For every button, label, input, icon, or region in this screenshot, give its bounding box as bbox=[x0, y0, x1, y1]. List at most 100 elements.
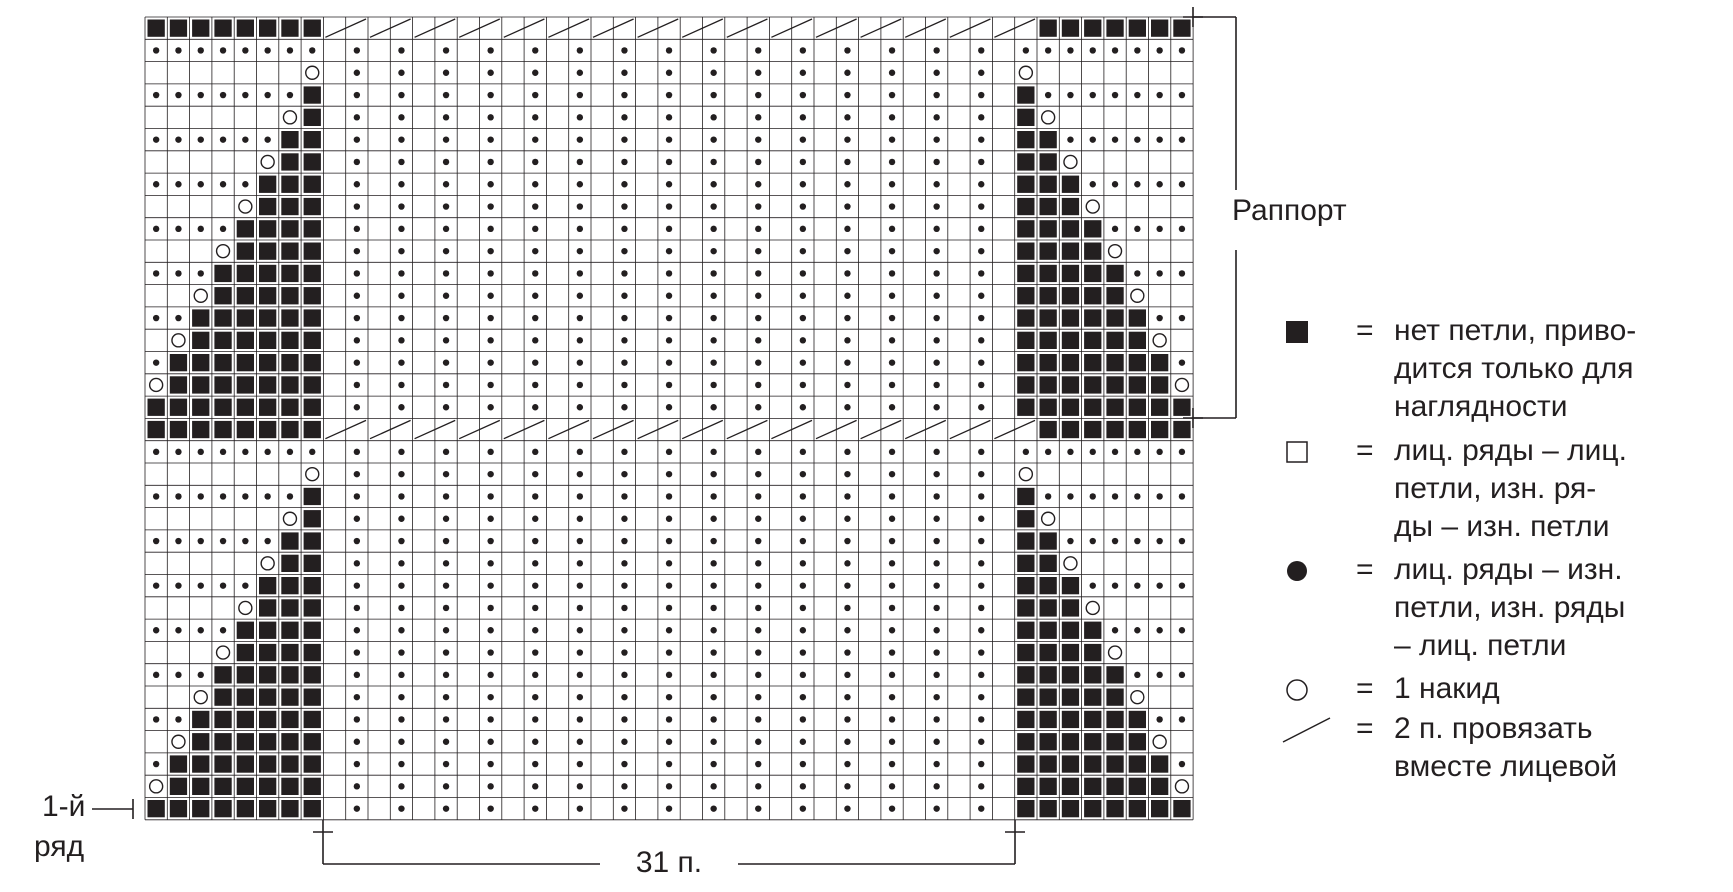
no-stitch bbox=[1128, 710, 1146, 729]
purl bbox=[799, 247, 807, 255]
purl bbox=[933, 247, 940, 255]
purl bbox=[576, 760, 584, 768]
purl bbox=[152, 448, 160, 456]
purl bbox=[442, 225, 450, 233]
purl bbox=[888, 337, 896, 344]
purl bbox=[242, 582, 249, 589]
purl bbox=[487, 582, 494, 589]
no-stitch bbox=[236, 800, 254, 818]
purl bbox=[1178, 760, 1186, 768]
purl bbox=[933, 515, 940, 522]
purl bbox=[755, 582, 762, 589]
purl bbox=[710, 560, 717, 567]
no-stitch bbox=[1061, 420, 1080, 439]
purl bbox=[621, 114, 628, 121]
purl bbox=[978, 181, 985, 188]
no-stitch bbox=[1084, 354, 1102, 372]
no-stitch bbox=[1151, 19, 1169, 37]
no-stitch bbox=[169, 376, 188, 394]
no-stitch bbox=[1061, 220, 1080, 238]
no-stitch bbox=[236, 643, 254, 662]
purl bbox=[353, 805, 361, 812]
purl bbox=[1111, 582, 1119, 589]
k2tog bbox=[458, 419, 501, 440]
purl bbox=[799, 314, 807, 322]
purl bbox=[219, 181, 227, 188]
purl bbox=[1178, 627, 1186, 634]
purl bbox=[799, 136, 807, 143]
purl bbox=[242, 181, 249, 188]
k2tog bbox=[325, 18, 367, 38]
purl bbox=[353, 47, 361, 54]
no-stitch bbox=[1017, 309, 1035, 327]
no-stitch bbox=[281, 153, 299, 171]
purl bbox=[576, 693, 584, 701]
purl bbox=[1089, 136, 1096, 143]
purl bbox=[576, 359, 584, 366]
purl bbox=[532, 560, 539, 567]
purl bbox=[755, 560, 762, 567]
no-stitch bbox=[1017, 510, 1035, 528]
purl bbox=[487, 69, 494, 76]
purl bbox=[933, 91, 940, 99]
legend-separator: = bbox=[1356, 314, 1374, 347]
purl bbox=[755, 337, 762, 344]
purl bbox=[710, 359, 717, 366]
purl bbox=[844, 783, 851, 790]
purl bbox=[353, 404, 361, 411]
purl bbox=[978, 760, 985, 768]
purl bbox=[978, 314, 985, 322]
no-stitch bbox=[303, 420, 321, 439]
purl bbox=[152, 225, 160, 233]
purl bbox=[1111, 537, 1119, 545]
purl bbox=[978, 69, 985, 76]
no-stitch bbox=[1017, 175, 1035, 193]
purl bbox=[353, 203, 361, 210]
no-stitch bbox=[259, 264, 277, 283]
purl bbox=[398, 91, 405, 99]
no-stitch bbox=[259, 287, 277, 305]
no-stitch bbox=[1061, 197, 1080, 216]
purl bbox=[532, 671, 539, 679]
no-stitch bbox=[1017, 688, 1035, 706]
purl bbox=[665, 136, 673, 143]
no-stitch bbox=[192, 331, 210, 349]
no-stitch bbox=[1084, 710, 1102, 729]
purl bbox=[933, 493, 940, 500]
purl bbox=[532, 270, 539, 277]
purl bbox=[621, 649, 628, 656]
no-stitch bbox=[1084, 666, 1102, 684]
purl bbox=[755, 738, 762, 745]
no-stitch bbox=[259, 733, 277, 751]
no-stitch bbox=[1106, 688, 1124, 706]
legend-symbol bbox=[1282, 717, 1331, 743]
purl bbox=[933, 337, 940, 344]
purl bbox=[398, 604, 405, 612]
k2tog bbox=[994, 18, 1036, 38]
purl bbox=[621, 91, 628, 99]
purl bbox=[844, 225, 851, 233]
yarn-over bbox=[260, 556, 275, 571]
purl bbox=[665, 604, 673, 612]
no-stitch bbox=[1039, 420, 1057, 439]
no-stitch bbox=[303, 577, 321, 595]
purl bbox=[175, 671, 182, 679]
no-stitch bbox=[281, 621, 299, 639]
purl bbox=[665, 270, 673, 277]
purl bbox=[755, 627, 762, 634]
purl bbox=[888, 270, 896, 277]
yarn-over bbox=[282, 110, 298, 125]
purl bbox=[175, 314, 182, 322]
yarn-over bbox=[1040, 511, 1056, 526]
purl bbox=[933, 181, 940, 188]
no-stitch bbox=[281, 755, 299, 773]
purl bbox=[710, 181, 717, 188]
no-stitch bbox=[303, 621, 321, 639]
purl bbox=[442, 158, 450, 166]
purl bbox=[1156, 181, 1163, 188]
yarn-over bbox=[171, 333, 186, 348]
purl bbox=[576, 337, 584, 344]
no-stitch bbox=[1061, 621, 1080, 639]
no-stitch bbox=[1084, 376, 1102, 394]
purl bbox=[799, 47, 807, 54]
